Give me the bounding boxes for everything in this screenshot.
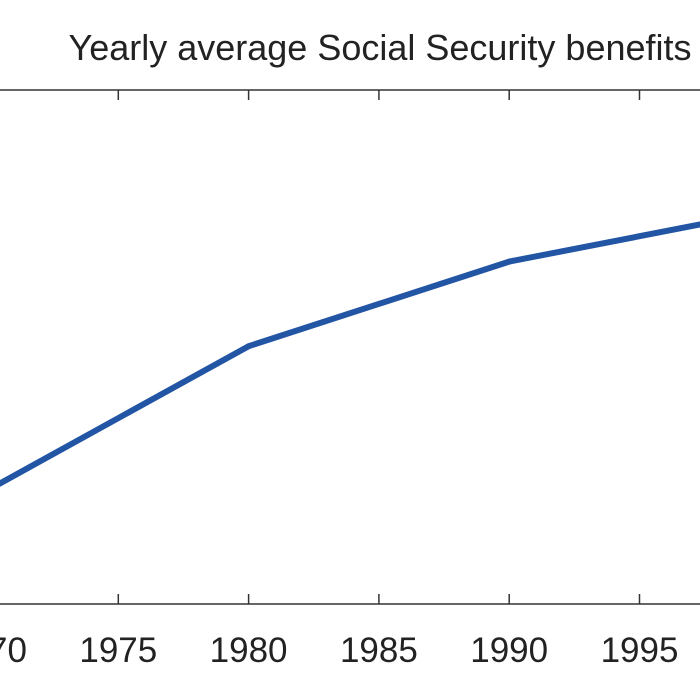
series-line bbox=[0, 221, 700, 487]
data-point bbox=[506, 258, 513, 265]
x-tick-label: 1970 bbox=[0, 631, 27, 670]
data-point bbox=[245, 343, 252, 350]
series-layer bbox=[0, 221, 700, 487]
x-tick-label: 1980 bbox=[210, 631, 288, 670]
x-tick-label: 1990 bbox=[470, 631, 548, 670]
x-tick-label: 1985 bbox=[340, 631, 418, 670]
x-axis-ticks bbox=[117, 90, 641, 604]
x-tick-label: 1975 bbox=[79, 631, 157, 670]
chart-title: Yearly average Social Security benefits bbox=[68, 27, 691, 68]
x-tick-label: 1995 bbox=[601, 631, 679, 670]
x-axis-tick-labels: 1970 1975 1980 1985 1990 1995 bbox=[0, 631, 678, 670]
